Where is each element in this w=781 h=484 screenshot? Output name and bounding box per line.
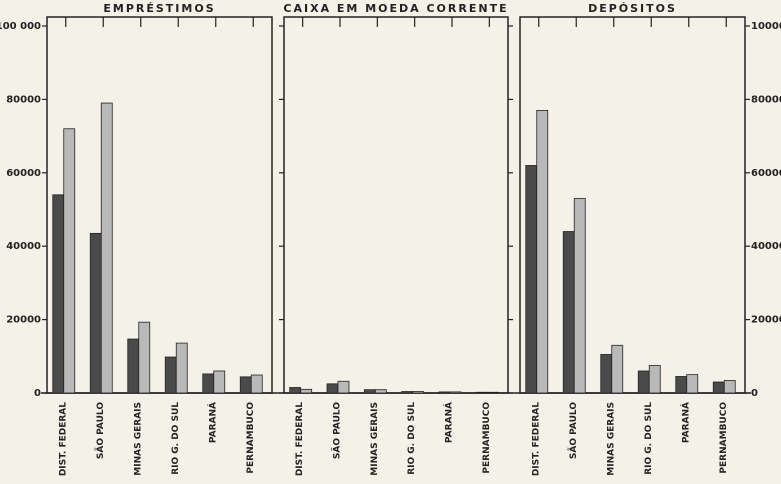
- bar: [449, 391, 462, 394]
- y-tick-label: 0: [751, 388, 758, 399]
- bar: [573, 198, 586, 394]
- x-tick-label: SÃO PAULO: [95, 402, 106, 459]
- x-tick-label: PARANÁ: [206, 402, 218, 443]
- panel-title: EMPRÉSTIMOS: [103, 2, 215, 15]
- panel-frame: [519, 16, 746, 394]
- bar: [89, 232, 102, 394]
- bar: [562, 231, 575, 394]
- bar: [723, 380, 736, 394]
- bar: [412, 391, 425, 394]
- y-tick-label: 0: [34, 388, 41, 399]
- x-tick-label: DIST. FEDERAL: [58, 402, 68, 476]
- bar: [486, 391, 499, 394]
- bar: [100, 102, 113, 394]
- bar: [164, 356, 177, 394]
- y-tick-label: 100 000: [0, 21, 41, 32]
- y-tick-label: 60000: [6, 168, 41, 179]
- bar: [250, 374, 263, 394]
- bar: [374, 389, 387, 394]
- x-tick-label: RIO G. DO SUL: [171, 402, 181, 475]
- y-tick-label: 20000: [6, 315, 41, 326]
- bar: [525, 165, 538, 394]
- bar: [138, 321, 151, 394]
- panel-title: DEPÓSITOS: [588, 2, 677, 15]
- x-tick-label: PARANÁ: [443, 402, 455, 443]
- bar: [475, 391, 488, 394]
- bar: [611, 344, 624, 394]
- y-tick-label: 80000: [751, 94, 781, 105]
- bar: [686, 374, 699, 394]
- bar: [213, 370, 226, 394]
- x-tick-label: SÃO PAULO: [568, 402, 579, 459]
- bar: [175, 342, 188, 394]
- x-tick-label: DIST. FEDERAL: [531, 402, 541, 476]
- x-tick-label: PARANÁ: [679, 402, 691, 443]
- x-tick-label: PERNAMBUCO: [719, 402, 729, 474]
- bar: [337, 380, 350, 394]
- bar: [401, 391, 414, 394]
- bar: [300, 388, 313, 394]
- bar: [536, 110, 549, 394]
- x-tick-label: DIST. FEDERAL: [295, 402, 305, 476]
- bar: [63, 128, 76, 394]
- x-tick-label: SÃO PAULO: [332, 402, 343, 459]
- x-tick-label: PERNAMBUCO: [246, 402, 256, 474]
- bar: [675, 376, 688, 394]
- bar: [600, 354, 613, 394]
- bar: [363, 389, 376, 394]
- bar: [438, 391, 451, 394]
- bar: [648, 365, 661, 394]
- bar: [202, 373, 215, 394]
- bar: [326, 383, 339, 394]
- x-tick-label: MINAS GERAIS: [133, 402, 143, 476]
- panel-frame: [283, 16, 509, 394]
- panel-title: CAIXA EM MOEDA CORRENTE: [283, 2, 508, 15]
- bar: [127, 338, 140, 394]
- bar: [239, 376, 252, 394]
- panel-frame: [46, 16, 273, 394]
- y-tick-label: 40000: [6, 241, 41, 252]
- y-tick-label: 80000: [6, 94, 41, 105]
- x-tick-label: PERNAMBUCO: [482, 402, 492, 474]
- bar: [637, 370, 650, 394]
- y-tick-label: 40000: [751, 241, 781, 252]
- x-tick-label: MINAS GERAIS: [370, 402, 380, 476]
- bar: [289, 387, 302, 394]
- x-tick-label: RIO G. DO SUL: [644, 402, 654, 475]
- y-tick-label: 60000: [751, 168, 781, 179]
- bar: [712, 381, 725, 394]
- bar: [52, 194, 65, 394]
- x-tick-label: MINAS GERAIS: [606, 402, 616, 476]
- y-tick-label: 20000: [751, 315, 781, 326]
- x-tick-label: RIO G. DO SUL: [407, 402, 417, 475]
